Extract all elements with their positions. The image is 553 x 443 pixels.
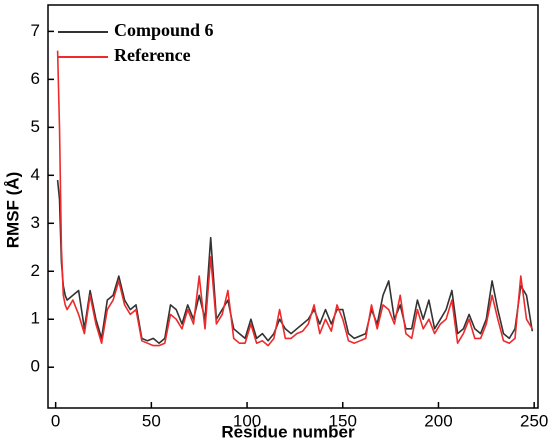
series-line	[56, 50, 533, 347]
y-axis-title: RMSF (Å)	[3, 172, 22, 248]
legend-label: Compound 6	[114, 20, 214, 40]
x-tick-label: 150	[329, 411, 357, 430]
y-tick-label: 1	[31, 309, 40, 328]
series-line	[56, 180, 534, 344]
x-tick-label: 250	[520, 411, 548, 430]
y-tick-label: 2	[31, 261, 40, 280]
y-tick-label: 3	[31, 213, 40, 232]
legend-label: Reference	[114, 45, 191, 65]
y-tick-label: 0	[31, 357, 40, 376]
plot-frame	[47, 4, 539, 409]
x-tick-label: 0	[51, 411, 60, 430]
y-tick-label: 6	[31, 69, 40, 88]
x-tick-label: 50	[142, 411, 161, 430]
y-tick-label: 7	[31, 21, 40, 40]
x-tick-label: 200	[424, 411, 452, 430]
x-tick-label: 100	[233, 411, 261, 430]
y-tick-label: 5	[31, 117, 40, 136]
y-tick-label: 4	[31, 165, 40, 184]
x-axis-title: Residue number	[221, 422, 355, 441]
